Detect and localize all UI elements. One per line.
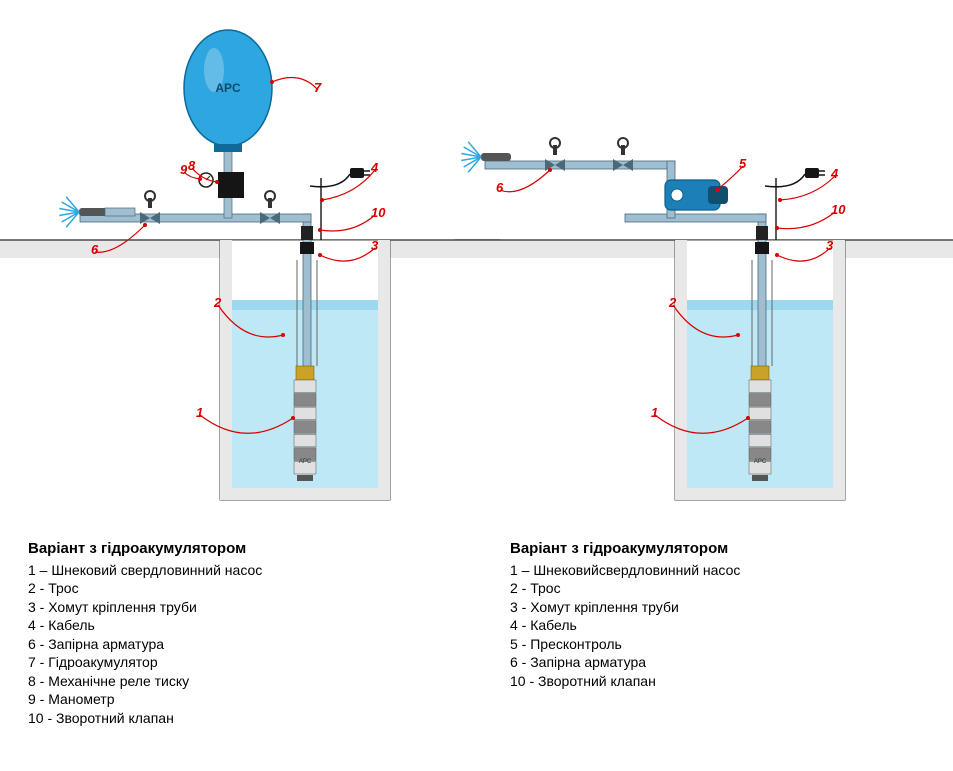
callout-number: 4: [371, 160, 378, 175]
legend-left-item: 8 - Механічне реле тиску: [28, 672, 428, 690]
callout-number: 6: [496, 180, 503, 195]
legend-right-item: 10 - Зворотний клапан: [510, 672, 910, 690]
legend-right-item: 4 - Кабель: [510, 616, 910, 634]
callout-number: 9: [180, 162, 187, 177]
legend-left-item: 3 - Хомут кріплення труби: [28, 598, 428, 616]
legend-left-item: 6 - Запірна арматура: [28, 635, 428, 653]
callout-number: 3: [371, 238, 378, 253]
callout-number: 10: [831, 202, 845, 217]
callout-number: 5: [739, 156, 746, 171]
svg-text:APC: APC: [299, 459, 312, 465]
legend-left-item: 10 - Зворотний клапан: [28, 709, 428, 727]
legend-right-item: 1 – Шнековийсвердловинний насос: [510, 561, 910, 579]
callout-number: 1: [651, 405, 658, 420]
callout-number: 4: [831, 166, 838, 181]
callout-number: 2: [214, 295, 221, 310]
legend-right: Варіант з гідроакумулятором 1 – Шнековий…: [510, 540, 910, 690]
legend-left-title: Варіант з гідроакумулятором: [28, 540, 428, 557]
legend-left-item: 9 - Манометр: [28, 690, 428, 708]
callout-number: 10: [371, 205, 385, 220]
callout-number: 2: [669, 295, 676, 310]
legend-right-title: Варіант з гідроакумулятором: [510, 540, 910, 557]
callout-number: 3: [826, 238, 833, 253]
legend-left-item: 2 - Трос: [28, 579, 428, 597]
svg-text:APC: APC: [754, 459, 767, 465]
callout-number: 7: [314, 80, 321, 95]
diagram-stage: APC APC APC 1 2 3 4 6 7 89 10 1 2 3 4 5 6 10 Варіант з г…: [0, 0, 953, 771]
callout-number: 6: [91, 242, 98, 257]
legend-right-item: 2 - Трос: [510, 579, 910, 597]
legend-left-item: 4 - Кабель: [28, 616, 428, 634]
legend-right-item: 6 - Запірна арматура: [510, 653, 910, 671]
legend-left: Варіант з гідроакумулятором 1 – Шнековий…: [28, 540, 428, 727]
callout-number: 1: [196, 405, 203, 420]
legend-left-item: 1 – Шнековий свердловинний насос: [28, 561, 428, 579]
legend-right-item: 3 - Хомут кріплення труби: [510, 598, 910, 616]
legend-left-item: 7 - Гідроакумулятор: [28, 653, 428, 671]
svg-text:APC: APC: [215, 81, 241, 95]
callout-number: 8: [188, 158, 195, 173]
legend-right-item: 5 - Пресконтроль: [510, 635, 910, 653]
